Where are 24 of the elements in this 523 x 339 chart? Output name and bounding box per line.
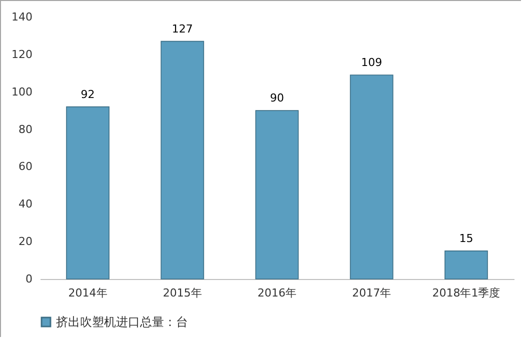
y-tick-label: 40 bbox=[18, 198, 32, 211]
data-label: 92 bbox=[80, 88, 95, 101]
bar bbox=[444, 250, 488, 280]
data-label: 109 bbox=[361, 56, 382, 70]
legend-label: 挤出吹塑机进口总量：台 bbox=[56, 315, 188, 329]
bar bbox=[255, 110, 299, 280]
bar bbox=[350, 74, 394, 280]
y-tick-label: 80 bbox=[18, 122, 32, 136]
x-tick-label: 2015年 bbox=[162, 286, 202, 300]
y-tick-label: 60 bbox=[18, 160, 32, 174]
x-tick-label: 2018年1季度 bbox=[432, 286, 500, 300]
bar bbox=[66, 106, 110, 280]
data-label: 127 bbox=[172, 22, 193, 36]
y-tick-label: 120 bbox=[12, 48, 32, 61]
data-label: 15 bbox=[459, 232, 474, 245]
x-tick-label: 2014年 bbox=[68, 286, 108, 300]
y-tick-label: 20 bbox=[18, 235, 32, 248]
x-tick-label: 2016年 bbox=[258, 286, 296, 300]
x-tick-label: 2017年 bbox=[352, 286, 392, 300]
y-tick-label: 0 bbox=[26, 272, 32, 286]
bar bbox=[160, 40, 204, 280]
y-tick-label: 140 bbox=[12, 10, 32, 24]
data-label: 90 bbox=[270, 92, 284, 105]
y-tick-label: 100 bbox=[12, 85, 32, 98]
